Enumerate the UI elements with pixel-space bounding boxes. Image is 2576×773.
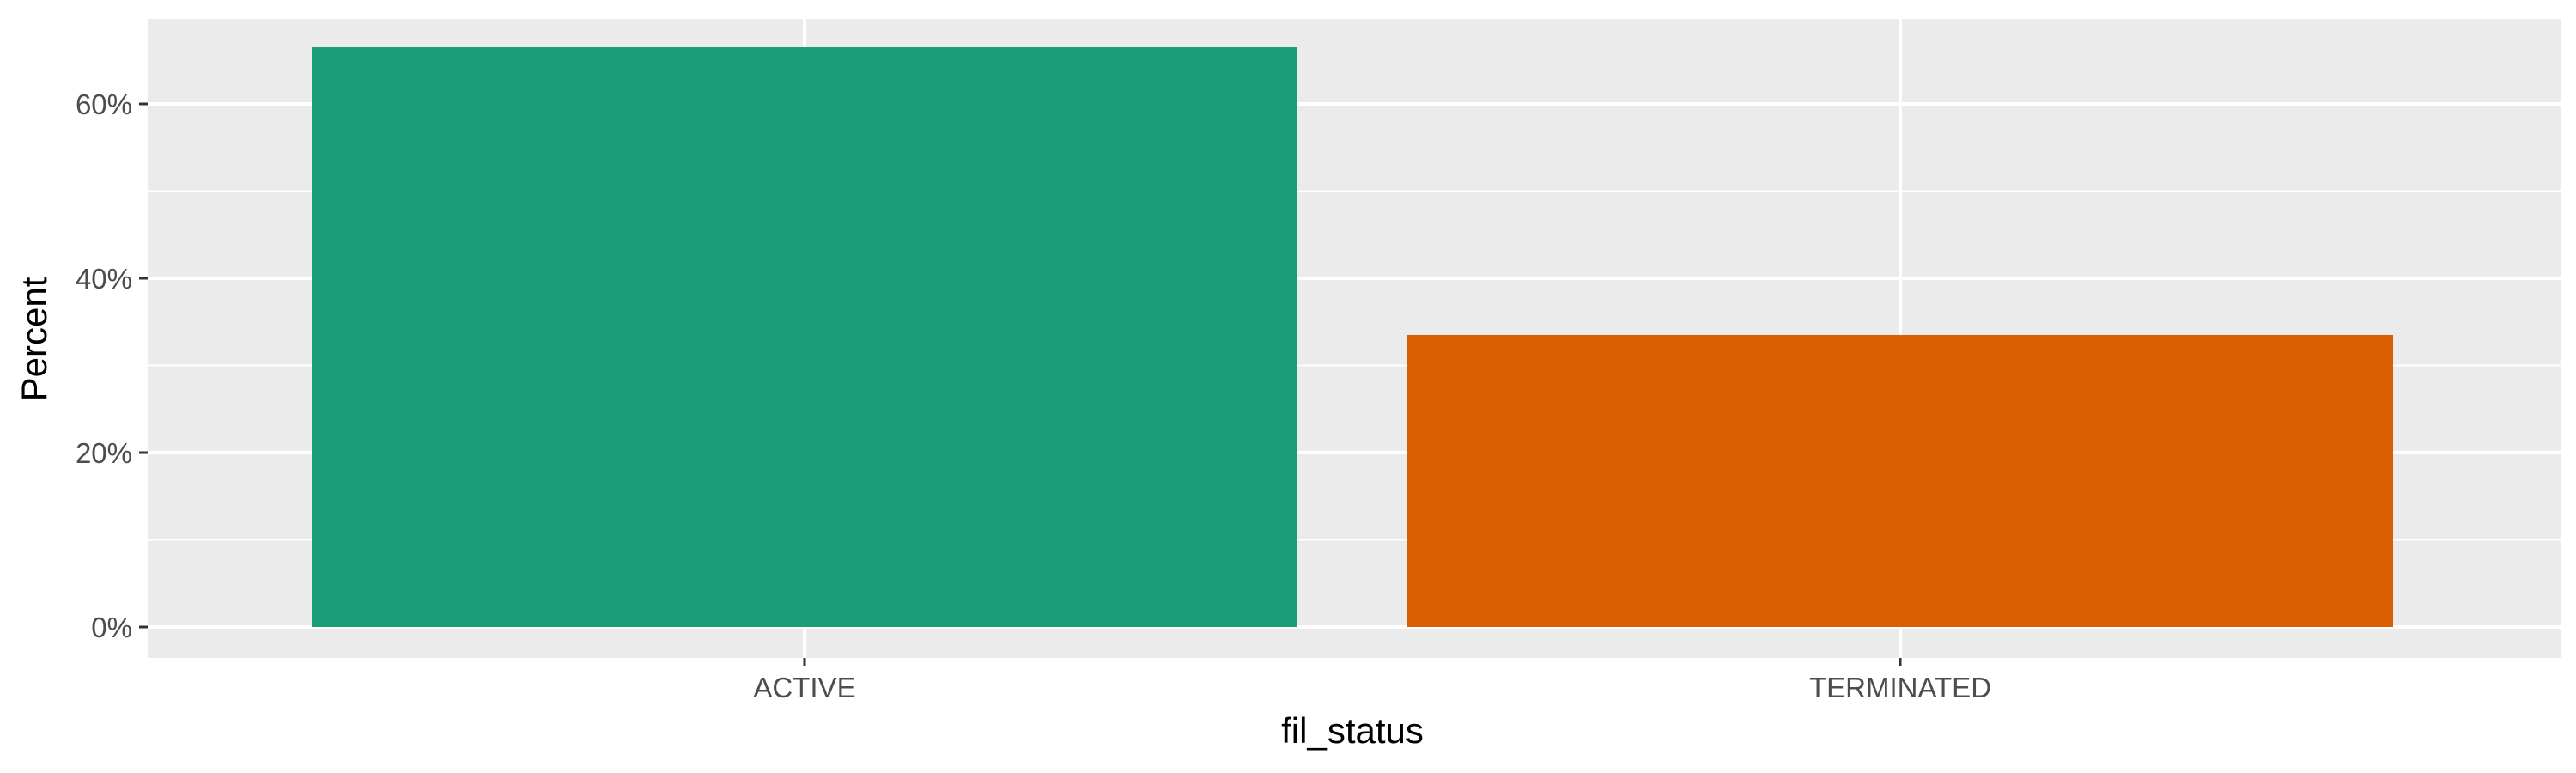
y-axis-title: Percent <box>14 277 54 401</box>
x-tick-label: TERMINATED <box>1809 672 1991 703</box>
bars <box>312 47 2393 627</box>
bar-active <box>312 47 1297 627</box>
y-tick-label: 20% <box>76 437 132 469</box>
x-axis-title: fil_status <box>1281 710 1424 751</box>
x-tick-label: ACTIVE <box>753 672 855 703</box>
y-axis: 0% 20% 40% 60% <box>76 88 148 643</box>
y-tick-label: 0% <box>91 612 132 643</box>
y-tick-label: 40% <box>76 263 132 295</box>
x-axis: ACTIVE TERMINATED <box>753 658 1991 703</box>
y-tick-label: 60% <box>76 88 132 120</box>
bar-terminated <box>1407 334 2393 627</box>
